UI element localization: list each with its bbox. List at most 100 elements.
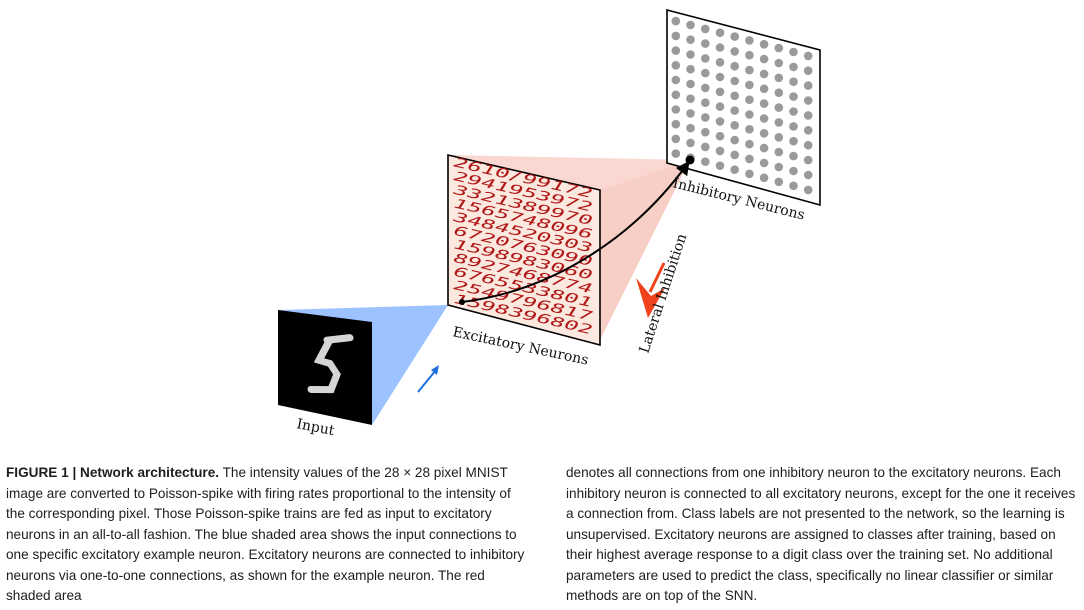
inhibitory-neuron-dot <box>774 73 784 83</box>
inhibitory-neuron-dot <box>759 114 769 123</box>
inhibitory-neuron-dot <box>759 158 769 168</box>
inhibitory-neuron-dot <box>730 61 739 71</box>
inhibitory-neuron-dot <box>730 121 739 130</box>
input-mnist-image <box>278 310 372 425</box>
inhibitory-neuron-dot <box>715 87 725 97</box>
inhibitory-neuron-dot <box>686 50 695 59</box>
inhibitory-neuron-dot <box>701 127 710 137</box>
inhibitory-neuron-dot <box>803 81 813 90</box>
inhibitory-neuron-dot <box>745 125 754 134</box>
inhibitory-neuron-dot <box>671 16 681 26</box>
inhibitory-neuron-dot <box>686 109 695 118</box>
input-label: Input <box>295 416 336 439</box>
inhibitory-neuron-dot <box>745 36 754 45</box>
inhibitory-neuron-dot <box>671 90 681 100</box>
inhibitory-neuron-dot <box>701 39 710 48</box>
inhibitory-neuron-dot <box>789 77 798 86</box>
inhibitory-neuron-dot <box>701 142 710 152</box>
inhibitory-neuron-dot <box>745 154 754 164</box>
inhibitory-neuron-dot <box>745 139 754 149</box>
inhibitory-neuron-dot <box>774 58 784 68</box>
inhibitory-neuron-dot <box>774 162 784 172</box>
inhibitory-neuron-dot <box>803 155 813 165</box>
inhibitory-neuron-dot <box>803 111 813 120</box>
inhibitory-neuron-dot <box>803 96 813 105</box>
inhibitory-neuron-dot <box>774 133 784 142</box>
inhibitory-neuron-dot <box>774 43 784 53</box>
inhibitory-neuron-dot <box>789 47 798 57</box>
inhibitory-neuron-dot <box>715 117 725 126</box>
inhibitory-neuron-dot <box>715 58 725 67</box>
inhibitory-neuron-dot <box>671 134 681 144</box>
inhibitory-neuron-dot <box>759 69 769 79</box>
inhibitory-neuron-dot <box>803 140 813 150</box>
inhibitory-neuron-dot <box>715 43 725 52</box>
inhibitory-neuron-dot <box>759 99 769 108</box>
caption-label: FIGURE 1 | Network architecture. <box>6 465 220 480</box>
inhibitory-neuron-dot <box>789 136 798 146</box>
inhibitory-neuron-dot <box>730 106 739 115</box>
inhibitory-neuron-dot <box>759 129 769 138</box>
inhibitory-neuron-dot <box>759 173 769 183</box>
excitatory-digit-grid: 2610/99172294195397233213899701565748096… <box>450 155 594 338</box>
inhibitory-neuron-dot <box>803 126 813 135</box>
one-to-one-connection-arrow <box>461 160 690 303</box>
inhibitory-neuron-dot <box>715 161 725 170</box>
inhibitory-neuron-dot <box>730 76 739 86</box>
inhibitory-neuron-dot <box>671 46 681 55</box>
inhibitory-neuron-dot <box>686 20 695 30</box>
input-direction-arrow <box>417 365 439 393</box>
inhibitory-neuron-dot <box>671 61 681 70</box>
inhibitory-neuron-dot <box>745 110 754 119</box>
inhibitory-neuron-dot <box>671 75 681 85</box>
inhibitory-neuron-dot <box>730 165 739 174</box>
inhibitory-neuron-dot <box>701 68 710 78</box>
inhibitory-neuron-dot <box>803 185 813 195</box>
inhibitory-neuron-dot <box>789 181 798 191</box>
inhibitory-neuron-dot <box>715 146 725 156</box>
inhibitory-neuron-dot <box>789 107 798 116</box>
inhibitory-neuron-dot <box>701 113 710 122</box>
inhibitory-neuron-dot <box>789 122 798 131</box>
inhibitory-neuron-dot <box>803 66 813 75</box>
network-architecture-figure: 2610/99172 2941953972 3321389970 1565748096… <box>278 8 821 439</box>
inhibitory-neuron-dot <box>774 147 784 157</box>
inhibitory-neuron-dot <box>686 64 695 74</box>
inhibitory-neuron-dot <box>701 54 710 63</box>
inhibitory-neuron-dot <box>789 92 798 101</box>
inhibitory-neuron-dot <box>715 102 725 111</box>
inhibitory-neuron-dot <box>730 47 739 56</box>
inhibitory-neuron-dot <box>774 103 784 112</box>
inhibitory-neuron-dot <box>701 83 710 93</box>
caption-left-text: The intensity values of the 28 × 28 pixe… <box>6 465 525 603</box>
inhibitory-neuron-dot <box>715 28 725 37</box>
inhibitory-neuron-dot <box>774 88 784 97</box>
inhibitory-neuron-dot <box>686 79 695 89</box>
inhibitory-neuron-dot <box>730 91 739 101</box>
inhibitory-neuron-dot <box>730 150 739 160</box>
inhibitory-neuron-dot <box>759 143 769 153</box>
inhibitory-neuron-dot <box>671 31 681 41</box>
inhibitory-neuron-dot <box>774 118 784 127</box>
lateral-inhibition-arrow <box>636 262 666 318</box>
inhibitory-neuron-dot <box>745 95 754 104</box>
inhibitory-neuron-panel <box>666 8 821 207</box>
inhibitory-neuron-dot <box>686 94 695 103</box>
inhibitory-neuron-dot <box>701 157 710 166</box>
inhibitory-neuron-dot <box>730 32 739 41</box>
inhibitory-neuron-dot <box>745 50 754 60</box>
inhibitory-neuron-dot <box>701 98 710 107</box>
inhibitory-neuron-dot <box>745 80 754 90</box>
inhibitory-neuron-dot <box>686 138 695 148</box>
inhibitory-neuron-dot <box>671 149 681 158</box>
inhibitory-neuron-dot <box>715 131 725 141</box>
inhibitory-neuron-dot <box>671 105 681 114</box>
inhibitory-neuron-dot <box>789 166 798 176</box>
inhibitory-neuron-dot <box>730 135 739 145</box>
inhibitory-neuron-dot <box>671 119 681 129</box>
inhibitory-neuron-dot <box>759 84 769 94</box>
inhibitory-neuron-dot <box>789 62 798 72</box>
inhibitory-dot-grid <box>671 16 813 195</box>
inhibitory-neuron-dot <box>715 72 725 82</box>
caption-right-column: denotes all connections from one inhibit… <box>566 463 1078 607</box>
